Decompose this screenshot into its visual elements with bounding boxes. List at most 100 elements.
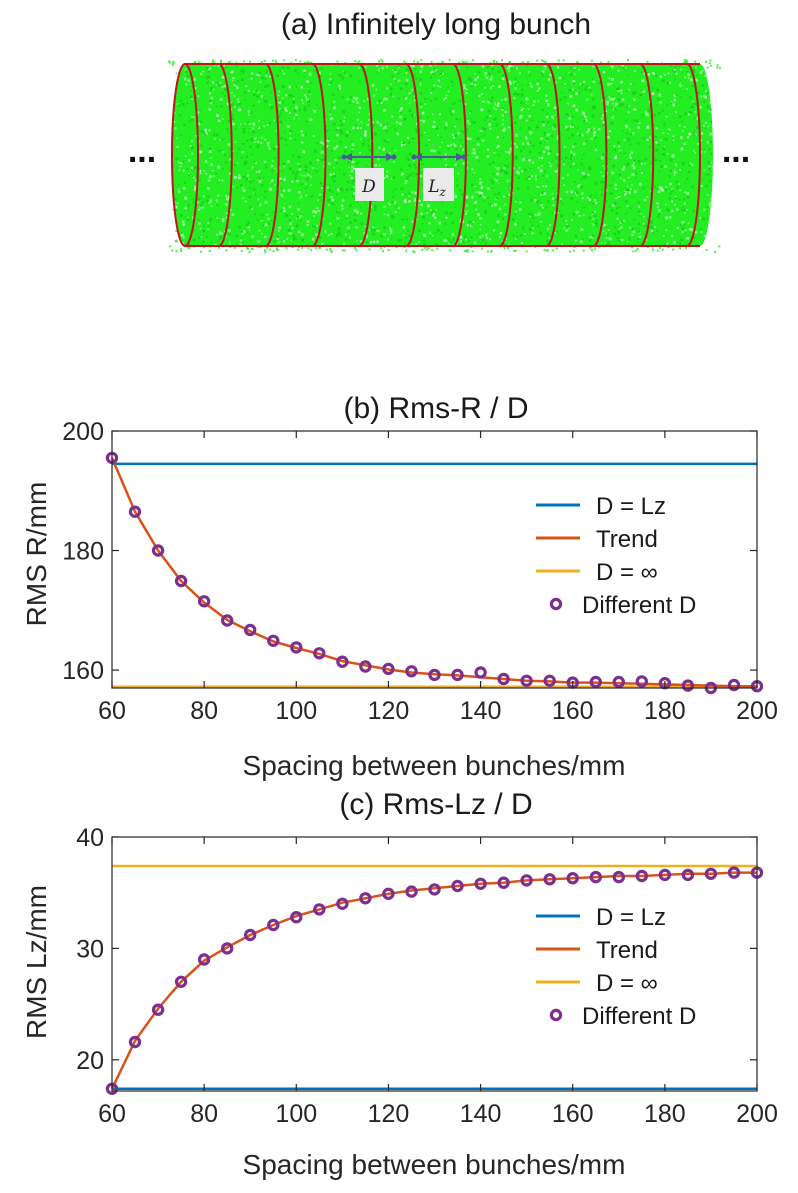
- particle-edge: [413, 250, 416, 253]
- particle-edge: [269, 248, 271, 251]
- particle-edge: [229, 60, 232, 63]
- rms-r-series-different-d-point: [497, 672, 510, 686]
- rms-r-series-different-d-point: [197, 595, 211, 608]
- particle-edge: [569, 65, 572, 68]
- particle-edge: [492, 61, 495, 64]
- rms-lz-chart: (c) Rms-Lz / D 60 80 100 120 140 160 180 200 20 3…: [21, 788, 778, 1180]
- particle-edge: [684, 59, 687, 61]
- slice-ring: [452, 63, 467, 247]
- rms-r-series-different-d-point: [589, 675, 603, 689]
- particle-edge: [470, 246, 473, 249]
- particle-edge: [513, 250, 516, 252]
- rms-lz-legend-entry: Different D: [549, 1003, 696, 1030]
- rms-lz-series-different-d-point: [589, 870, 603, 884]
- rms-lz-legend-label: Trend: [596, 937, 658, 964]
- particle-edge: [285, 66, 288, 69]
- slice-ring: [593, 63, 608, 247]
- left-ellipsis: ...: [128, 132, 156, 170]
- rms-lz-x-axis-label: Spacing between bunches/mm: [243, 1149, 626, 1180]
- rms-r-x-tick-label: 100: [275, 697, 317, 725]
- particle-edge: [694, 60, 697, 63]
- rms-lz-series-different-d-point: [681, 868, 695, 882]
- particle-edge: [412, 250, 414, 253]
- particle-edge: [645, 66, 648, 69]
- rms-lz-series-different-d-point: [520, 874, 533, 887]
- particle-edge: [329, 249, 332, 252]
- particle-edge: [325, 248, 328, 251]
- rms-lz-series-different-d-point: [727, 866, 741, 879]
- rms-r-series-different-d-point: [243, 623, 257, 637]
- particle-edge: [590, 64, 593, 67]
- particle-edge: [249, 60, 252, 63]
- rms-r-x-tick-label: 160: [552, 697, 594, 725]
- particle-edge: [235, 61, 238, 64]
- particle-edge: [481, 247, 484, 250]
- rms-lz-series-different-d-point: [658, 868, 672, 882]
- particle-edge: [671, 243, 674, 246]
- particle-edge: [218, 246, 220, 249]
- particle-edge: [557, 59, 560, 62]
- particle-edge: [202, 246, 205, 249]
- particle-edge: [685, 61, 688, 64]
- particle-edge: [661, 248, 664, 251]
- length-lz-marker: Lz: [423, 168, 454, 201]
- particle-edge: [468, 65, 471, 68]
- rms-lz-legend-label: Different D: [582, 1003, 696, 1030]
- rms-r-x-axis-label: Spacing between bunches/mm: [243, 750, 626, 781]
- bunch-cylinder: [168, 59, 721, 253]
- particle-edge: [248, 250, 251, 253]
- particle-edge: [356, 61, 359, 64]
- particle-edge: [275, 61, 278, 64]
- rms-r-y-axis-label: RMS R/mm: [21, 482, 52, 627]
- particle-edge: [443, 66, 446, 69]
- particle-edge: [546, 249, 549, 252]
- particle-edge: [307, 60, 310, 63]
- particle-edge: [301, 66, 304, 69]
- particle-edge: [423, 247, 426, 250]
- particle-edge: [326, 243, 328, 246]
- rms-lz-chart-title: (c) Rms-Lz / D: [339, 788, 532, 821]
- particle-edge: [463, 61, 466, 64]
- particle-edge: [542, 60, 545, 63]
- particle-edge: [643, 243, 646, 246]
- particle-edge: [219, 59, 222, 62]
- rms-lz-y-tick-label: 30: [76, 935, 104, 963]
- rms-r-series-trend-line: [110, 457, 757, 688]
- rms-r-plot-background: [112, 431, 757, 688]
- particle-edge: [263, 66, 266, 68]
- particle-edge: [492, 59, 495, 62]
- rms-r-series-different-d-point: [128, 505, 142, 518]
- particle-edge: [600, 61, 603, 64]
- particle-edge: [387, 249, 390, 251]
- particle-edge: [471, 250, 474, 253]
- rms-lz-x-tick-label: 200: [736, 1100, 778, 1128]
- particle-edge: [705, 60, 708, 63]
- particle-edge: [498, 65, 501, 68]
- rms-r-chart: (b) Rms-R / D 60 80 100 120 140 160 180 200 160 1…: [21, 392, 778, 781]
- particle-edge: [212, 65, 215, 67]
- rms-lz-series-different-d-point: [290, 911, 303, 924]
- rms-r-series-different-d-point: [405, 665, 418, 678]
- rms-r-y-tick-label: 180: [62, 538, 104, 566]
- particle-edge: [251, 248, 254, 250]
- particle-edge: [427, 247, 430, 250]
- particle-edge: [168, 60, 171, 63]
- particle-edge: [330, 250, 333, 253]
- particle-edge: [582, 249, 585, 252]
- particle-edge: [667, 246, 670, 249]
- particle-edge: [716, 66, 719, 69]
- particle-edge: [420, 59, 423, 62]
- rms-lz-series-different-d-point: [474, 877, 487, 891]
- particle-edge: [685, 246, 688, 249]
- particle-edge: [310, 249, 313, 252]
- particle-edge: [299, 60, 302, 63]
- particle-edge: [246, 247, 249, 249]
- particle-edge: [264, 250, 267, 253]
- bunch-title: (a) Infinitely long bunch: [281, 8, 591, 41]
- rms-lz-x-tick-label: 60: [98, 1100, 126, 1128]
- particle-edge: [317, 65, 320, 68]
- rms-lz-series-different-d-point: [704, 867, 718, 881]
- particle-edge: [405, 249, 408, 252]
- particle-edge: [275, 247, 278, 250]
